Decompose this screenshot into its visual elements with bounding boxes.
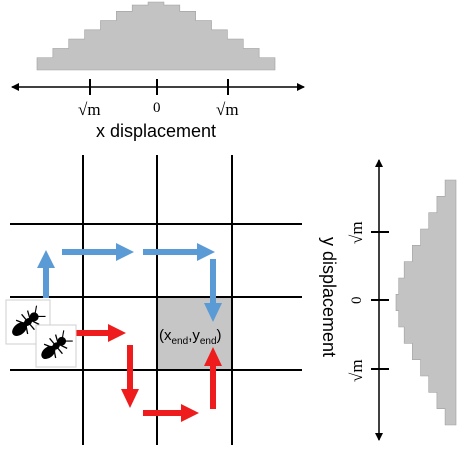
x-tick-label-center: 0: [153, 100, 161, 116]
ant-icon: [35, 324, 77, 368]
x-tick-label-left: √m: [78, 100, 101, 119]
blue-arrow-right-1: [62, 243, 134, 261]
x-histogram-bars: [36, 1, 276, 71]
y-tick-label-center: 0: [349, 297, 365, 305]
end-cell: [157, 297, 232, 370]
red-arrow-right-1: [76, 324, 126, 342]
red-arrow-down: [121, 345, 139, 408]
y-tick-label-top: √m: [347, 221, 366, 244]
x-tick-label-left-text: √m: [78, 100, 101, 119]
blue-arrow-down: [204, 259, 222, 322]
y-tick-label-bottom: √m: [347, 359, 366, 382]
y-histogram: [395, 179, 457, 426]
x-tick-label-right: √m: [216, 100, 239, 119]
x-axis-label: x displacement: [96, 121, 216, 141]
lattice-grid: [10, 155, 302, 445]
red-arrow-right-2: [143, 404, 199, 422]
blue-arrow-right-2: [143, 243, 215, 261]
red-walk-path: [76, 324, 222, 422]
y-axis-label: y displacement: [319, 237, 339, 357]
y-histogram-bars: [395, 179, 457, 426]
x-tick-label-right-text: √m: [216, 100, 239, 119]
blue-walk-path: [37, 243, 222, 322]
red-arrow-up: [204, 347, 222, 409]
blue-arrow-up: [37, 250, 55, 298]
endpoint-label: (xend,yend): [159, 327, 222, 347]
x-histogram: [36, 1, 276, 71]
